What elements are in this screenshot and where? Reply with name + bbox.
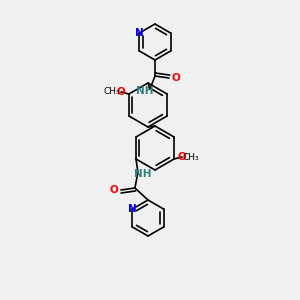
Text: CH₃: CH₃ [103,88,120,97]
Text: NH: NH [134,169,152,179]
Text: CH₃: CH₃ [183,152,200,161]
Text: O: O [172,73,181,83]
Text: O: O [117,87,125,97]
Text: N: N [135,28,144,38]
Text: O: O [109,185,118,195]
Text: NH: NH [136,86,154,96]
Text: O: O [178,152,186,162]
Text: N: N [128,204,137,214]
